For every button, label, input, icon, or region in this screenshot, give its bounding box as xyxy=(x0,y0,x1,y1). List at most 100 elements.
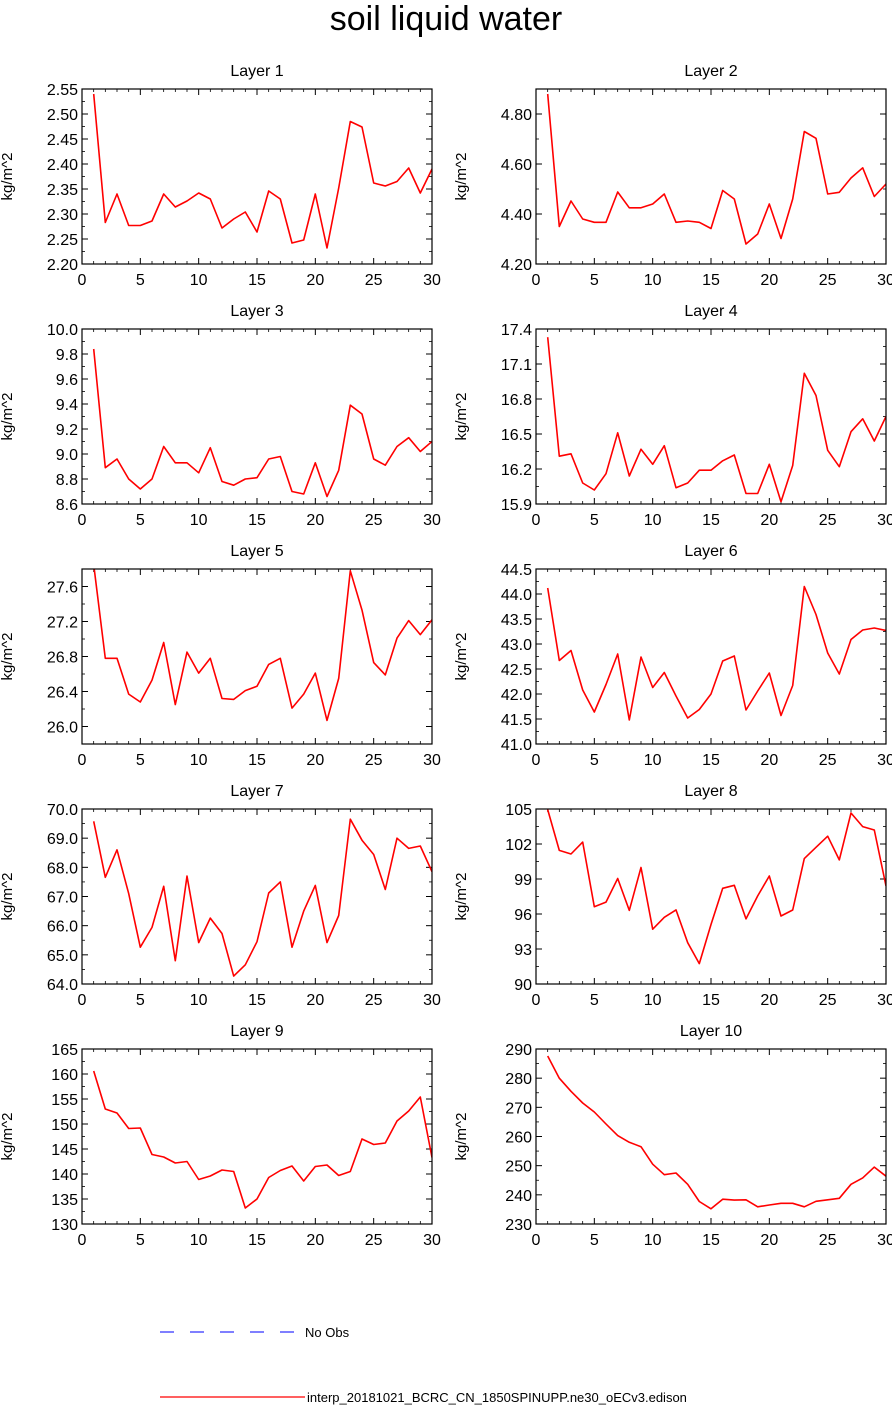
layer-3-ytick-label: 9.6 xyxy=(56,372,78,389)
layer-6-ytick-label: 44.5 xyxy=(501,562,532,579)
layer-9-panel: Layer 9 kg/m^2 0 5 10 15 20 25 30 130 135 140 145 150… xyxy=(0,1023,441,1249)
layer-4-frame xyxy=(535,328,887,505)
layer-2-frame xyxy=(535,88,887,265)
layer-6-xtick-label: 30 xyxy=(877,752,892,769)
layer-6-xtick-label: 20 xyxy=(760,752,778,769)
layer-2-xtick-label: 15 xyxy=(702,272,720,289)
layer-8-series-line xyxy=(546,809,886,965)
layer-6-ytick-label: 41.5 xyxy=(501,712,532,729)
layer-1-xtick-label: 20 xyxy=(306,272,324,289)
layer-3-ytick-label: 9.4 xyxy=(56,397,78,414)
layer-8-ytick-label: 93 xyxy=(514,942,532,959)
layer-7-series-line xyxy=(92,818,432,977)
layer-6-ylabel: kg/m^2 xyxy=(453,633,470,681)
layer-4-ytick-label: 15.9 xyxy=(501,497,532,514)
layer-10-ytick-label: 270 xyxy=(505,1100,532,1117)
layer-6-frame xyxy=(535,568,887,745)
layer-4-panel: Layer 4 kg/m^2 0 5 10 15 20 25 30 15.9 16.2 16.5 16.… xyxy=(453,303,892,529)
layer-9-ytick-label: 155 xyxy=(51,1092,78,1109)
layer-10-title: Layer 10 xyxy=(680,1023,742,1040)
layer-9-title: Layer 9 xyxy=(230,1023,283,1040)
layer-1-ytick-label: 2.25 xyxy=(47,232,78,249)
layer-4-series-line xyxy=(546,337,886,503)
layer-10-ytick-label: 280 xyxy=(505,1071,532,1088)
layer-2-ytick-label: 4.80 xyxy=(501,107,532,124)
layer-7-ytick-label: 67.0 xyxy=(47,890,78,907)
layer-8-xtick-label: 25 xyxy=(819,992,837,1009)
page-title: soil liquid water xyxy=(329,0,563,38)
layer-10-xtick-label: 15 xyxy=(702,1232,720,1249)
layer-6-title: Layer 6 xyxy=(684,543,737,560)
layer-5-xtick-label: 0 xyxy=(78,752,87,769)
layer-8-xtick-label: 0 xyxy=(532,992,541,1009)
layer-3-panel: Layer 3 kg/m^2 0 5 10 15 20 25 30 8.6 8.8 9.0 9.2 9.4… xyxy=(0,303,441,529)
layer-6-xtick-label: 15 xyxy=(702,752,720,769)
layer-7-ytick-label: 65.0 xyxy=(47,948,78,965)
layer-5-title: Layer 5 xyxy=(230,543,283,560)
layer-10-xtick-label: 0 xyxy=(532,1232,541,1249)
layer-9-ytick-label: 160 xyxy=(51,1067,78,1084)
layer-4-title: Layer 4 xyxy=(684,303,737,320)
layer-10-frame xyxy=(535,1048,887,1225)
layer-5-xtick-label: 30 xyxy=(423,752,441,769)
layer-3-ytick-label: 9.0 xyxy=(56,447,78,464)
layer-7-xtick-label: 10 xyxy=(190,992,208,1009)
layer-7-panel: Layer 7 kg/m^2 0 5 10 15 20 25 30 64.0 65.0 66.0 67.… xyxy=(0,783,441,1009)
layer-2-ytick-label: 4.40 xyxy=(501,207,532,224)
layer-9-ylabel: kg/m^2 xyxy=(0,1113,16,1161)
layer-10-ytick-label: 290 xyxy=(505,1042,532,1059)
layer-9-ytick-label: 140 xyxy=(51,1167,78,1184)
layer-3-xtick-label: 5 xyxy=(136,512,145,529)
layer-6-xtick-label: 0 xyxy=(532,752,541,769)
layer-9-ytick-label: 135 xyxy=(51,1192,78,1209)
layer-9-frame xyxy=(81,1048,433,1225)
layer-1-xtick-label: 10 xyxy=(190,272,208,289)
layer-2-title: Layer 2 xyxy=(684,63,737,80)
layer-4-xtick-label: 20 xyxy=(760,512,778,529)
layer-7-ytick-label: 69.0 xyxy=(47,831,78,848)
layer-9-series-line xyxy=(92,1070,432,1209)
layer-10-xtick-label: 25 xyxy=(819,1232,837,1249)
layer-5-xtick-label: 15 xyxy=(248,752,266,769)
layer-3-ytick-label: 9.8 xyxy=(56,347,78,364)
layer-3-xtick-label: 30 xyxy=(423,512,441,529)
layer-7-ytick-label: 66.0 xyxy=(47,919,78,936)
layer-5-xtick-label: 10 xyxy=(190,752,208,769)
layer-5-ytick-label: 27.2 xyxy=(47,615,78,632)
layer-10-xtick-label: 20 xyxy=(760,1232,778,1249)
layer-1-panel: Layer 1 kg/m^2 0 5 10 15 20 25 30 2.20 2.25 2.30 2.3… xyxy=(0,63,441,289)
layer-1-ytick-label: 2.50 xyxy=(47,107,78,124)
layer-9-ytick-label: 145 xyxy=(51,1142,78,1159)
layer-8-ytick-label: 90 xyxy=(514,977,532,994)
layer-8-frame xyxy=(535,808,887,985)
layer-8-panel: Layer 8 kg/m^2 0 5 10 15 20 25 30 90 93 96 99 102 105 xyxy=(453,783,892,1009)
layer-3-ytick-label: 10.0 xyxy=(47,322,78,339)
layer-3-ylabel: kg/m^2 xyxy=(0,393,16,441)
layer-9-ytick-label: 130 xyxy=(51,1217,78,1234)
layer-9-xtick-label: 25 xyxy=(365,1232,383,1249)
layer-2-series-line xyxy=(546,93,886,245)
layer-4-xtick-label: 5 xyxy=(590,512,599,529)
layer-7-ytick-label: 64.0 xyxy=(47,977,78,994)
layer-6-ytick-label: 43.0 xyxy=(501,637,532,654)
layer-4-ytick-label: 16.2 xyxy=(501,462,532,479)
layer-4-xtick-label: 15 xyxy=(702,512,720,529)
layer-2-xtick-label: 5 xyxy=(590,272,599,289)
layer-3-xtick-label: 20 xyxy=(306,512,324,529)
layer-1-xtick-label: 0 xyxy=(78,272,87,289)
layer-2-xtick-label: 20 xyxy=(760,272,778,289)
layer-5-frame xyxy=(81,568,433,745)
layer-2-xtick-label: 10 xyxy=(644,272,662,289)
layer-1-ytick-label: 2.45 xyxy=(47,132,78,149)
layer-7-ytick-label: 68.0 xyxy=(47,860,78,877)
layer-4-ytick-label: 17.4 xyxy=(501,322,532,339)
layer-5-ytick-label: 27.6 xyxy=(47,580,78,597)
layer-1-ylabel: kg/m^2 xyxy=(0,153,16,201)
layer-6-xtick-label: 25 xyxy=(819,752,837,769)
layer-7-xtick-label: 30 xyxy=(423,992,441,1009)
layer-3-ytick-label: 8.8 xyxy=(56,472,78,489)
layer-8-xtick-label: 20 xyxy=(760,992,778,1009)
layer-4-ytick-label: 17.1 xyxy=(501,357,532,374)
layer-2-xtick-label: 0 xyxy=(532,272,541,289)
